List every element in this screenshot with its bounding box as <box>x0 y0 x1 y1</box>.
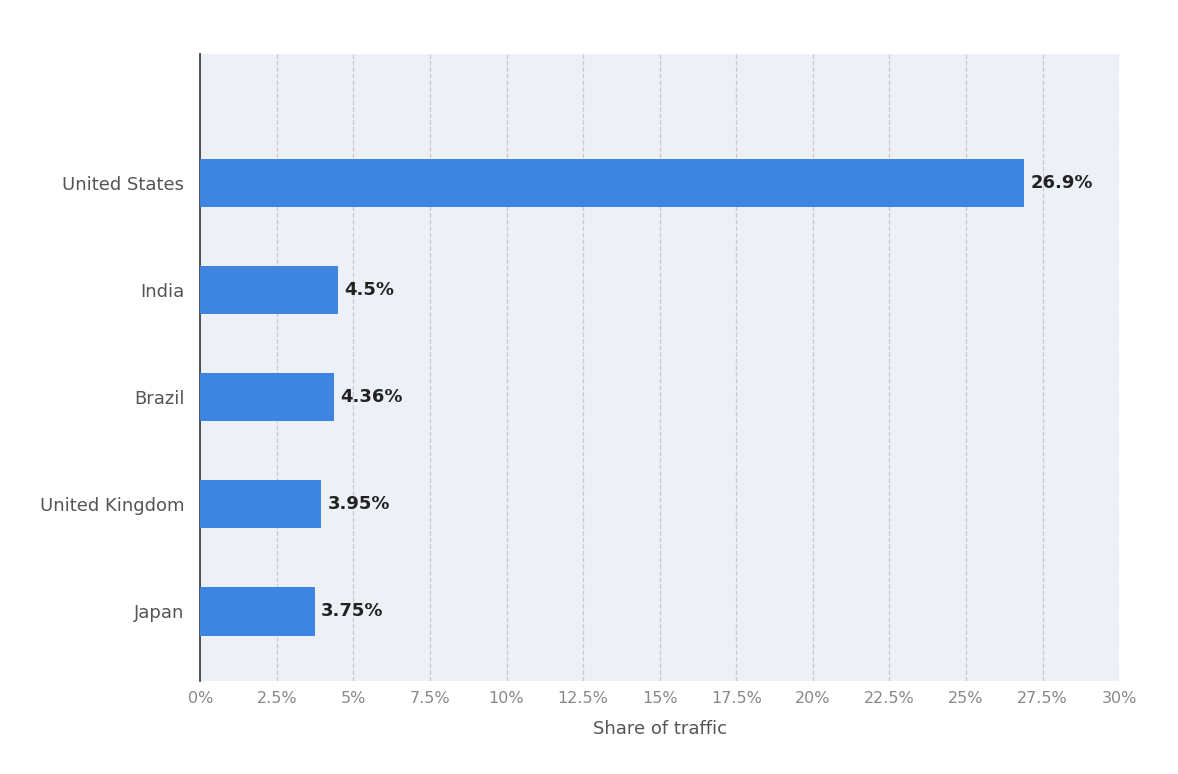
Text: 26.9%: 26.9% <box>1031 174 1093 192</box>
Text: 4.36%: 4.36% <box>340 388 403 406</box>
Text: 3.95%: 3.95% <box>327 495 390 513</box>
Bar <box>200 265 338 314</box>
Text: 4.5%: 4.5% <box>344 281 395 299</box>
Bar <box>200 373 333 421</box>
Bar <box>200 480 322 529</box>
X-axis label: Share of traffic: Share of traffic <box>593 720 727 738</box>
Text: 3.75%: 3.75% <box>322 602 384 621</box>
Bar <box>200 159 1024 207</box>
Bar <box>200 587 316 635</box>
